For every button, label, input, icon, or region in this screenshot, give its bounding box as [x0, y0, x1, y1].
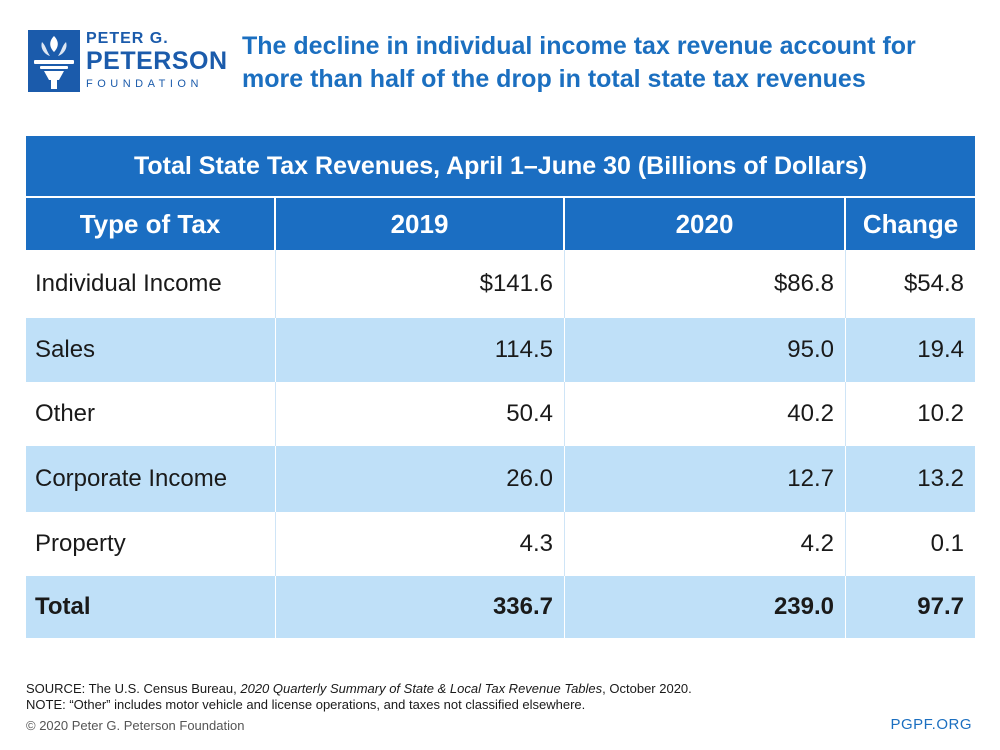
header-2019: 2019	[276, 198, 565, 250]
table-row: Other 50.4 40.2 10.2	[26, 382, 975, 446]
row-label: Sales	[26, 318, 276, 382]
header: PETER G. PETERSON FOUNDATION The decline…	[0, 0, 1000, 120]
row-label: Property	[26, 512, 276, 576]
value-2020: 239.0	[565, 576, 846, 638]
value-change: 10.2	[917, 400, 964, 427]
value-2020: 12.7	[565, 446, 846, 512]
value-2019: 336.7	[276, 576, 565, 638]
row-label: Other	[26, 382, 276, 446]
note-line: NOTE: “Other” includes motor vehicle and…	[26, 697, 586, 712]
value-2019: 114.5	[276, 318, 565, 382]
value-2019: 26.0	[276, 446, 565, 512]
value-2019: $141.6	[276, 250, 565, 318]
table-row: Property 4.3 4.2 0.1	[26, 512, 975, 576]
page-headline: The decline in individual income tax rev…	[242, 32, 916, 93]
row-label: Corporate Income	[26, 446, 276, 512]
value-2020: 95.0	[565, 318, 846, 382]
value-change: $54.8	[903, 270, 964, 297]
logo-line-2: PETERSON	[86, 47, 228, 75]
table-total-row: Total 336.7 239.0 97.7	[26, 576, 975, 638]
value-2019: 4.3	[276, 512, 565, 576]
header-2020: 2020	[565, 198, 846, 250]
value-change: 0.1	[930, 530, 964, 557]
row-label: Individual Income	[26, 250, 276, 318]
value-change: 97.7	[846, 576, 975, 638]
table-title: Total State Tax Revenues, April 1–June 3…	[26, 136, 975, 196]
header-type-of-tax: Type of Tax	[26, 198, 276, 250]
value-2019: 50.4	[276, 382, 565, 446]
logo-line-1: PETER G.	[86, 30, 169, 47]
source-notes: SOURCE: The U.S. Census Bureau, 2020 Qua…	[26, 681, 966, 713]
table-row: Sales 114.5 95.0 19.4	[26, 318, 975, 382]
source-suffix: , October 2020.	[602, 681, 692, 696]
value-2020: $86.8	[565, 250, 846, 318]
value-change: 13.2	[846, 446, 975, 512]
table-row: Individual Income $141.6 $86.8 $54.8	[26, 250, 975, 318]
value-change: 19.4	[846, 318, 975, 382]
value-2020: 40.2	[565, 382, 846, 446]
table-header-row: Type of Tax 2019 2020 Change	[26, 198, 975, 250]
source-line: SOURCE: The U.S. Census Bureau, 2020 Qua…	[26, 681, 966, 697]
source-prefix: SOURCE: The U.S. Census Bureau,	[26, 681, 241, 696]
copyright: © 2020 Peter G. Peterson Foundation	[26, 718, 245, 733]
row-label: Total	[26, 576, 276, 638]
foundation-logo[interactable]: PETER G. PETERSON FOUNDATION	[28, 30, 228, 92]
torch-icon	[28, 30, 80, 92]
logo-line-3: FOUNDATION	[86, 78, 203, 90]
site-link[interactable]: PGPF.ORG	[890, 716, 972, 733]
source-title: 2020 Quarterly Summary of State & Local …	[240, 681, 603, 696]
header-change: Change	[846, 198, 975, 250]
tax-revenue-table: Total State Tax Revenues, April 1–June 3…	[26, 136, 975, 638]
value-2020: 4.2	[565, 512, 846, 576]
table-row: Corporate Income 26.0 12.7 13.2	[26, 446, 975, 512]
